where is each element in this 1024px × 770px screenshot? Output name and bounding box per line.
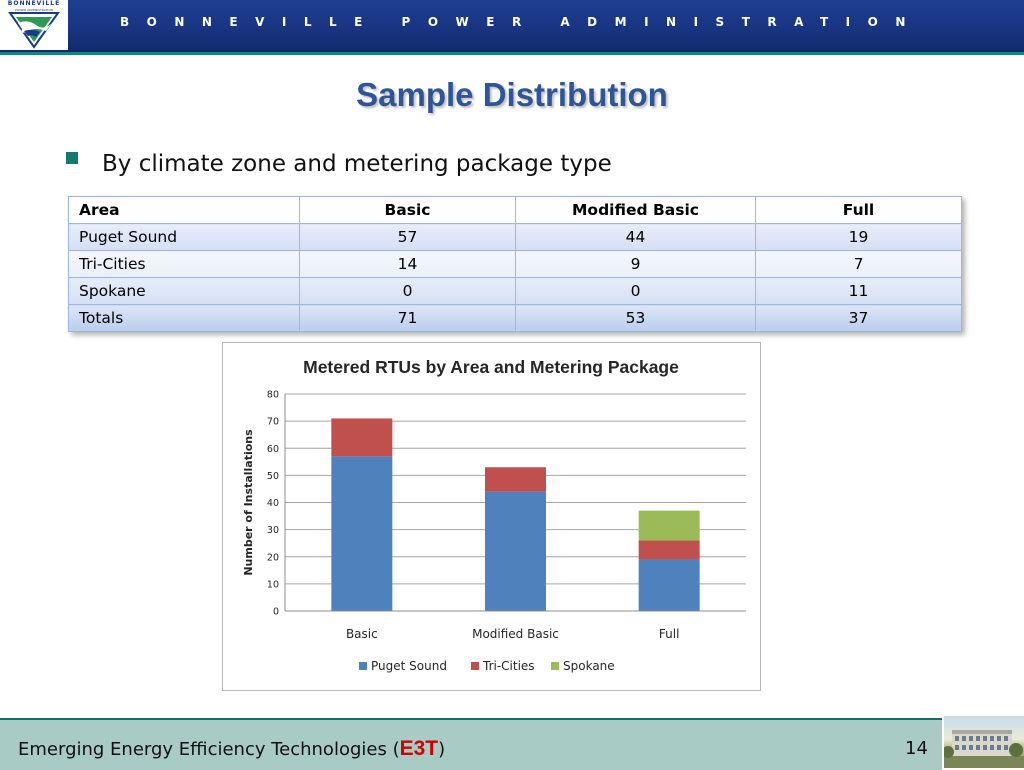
table-cell: 11 <box>755 277 962 305</box>
header-bar: BONNEVILLE POWER ADMINISTRATION BONNEVIL… <box>0 0 1024 52</box>
building-photo <box>944 716 1024 768</box>
organization-name: BONNEVILLE POWER ADMINISTRATION <box>120 15 923 29</box>
column-header: Area <box>68 196 300 224</box>
column-header: Full <box>755 196 962 224</box>
footer-caption: Emerging Energy Efficiency Technologies … <box>18 737 445 761</box>
legend-swatch <box>359 662 367 670</box>
chart-title: Metered RTUs by Area and Metering Packag… <box>303 357 679 377</box>
table-cell: 14 <box>299 250 516 278</box>
table-row: Tri-Cities 14 9 7 <box>68 250 962 278</box>
x-category-label: Modified Basic <box>472 627 559 641</box>
table-cell: 0 <box>299 277 516 305</box>
table-totals-row: Totals 71 53 37 <box>68 304 962 332</box>
legend-label: Puget Sound <box>371 659 447 673</box>
footer-close-paren: ) <box>438 739 446 760</box>
table-cell: 9 <box>515 250 756 278</box>
table-cell: 19 <box>755 223 962 251</box>
y-tick-label: 10 <box>267 579 279 590</box>
table-cell: 37 <box>755 304 962 332</box>
bar-puget-sound <box>331 456 393 611</box>
logo-subtitle: POWER ADMINISTRATION <box>15 8 53 12</box>
bar-puget-sound <box>485 491 546 611</box>
footer-bar: Emerging Energy Efficiency Technologies … <box>0 718 942 770</box>
footer-abbreviation: E3T <box>399 737 439 760</box>
logo-wordmark: BONNEVILLE <box>7 0 61 7</box>
table-cell: Totals <box>68 304 300 332</box>
y-tick-label: 80 <box>267 390 279 401</box>
bar-spokane <box>638 510 700 541</box>
legend-label: Tri-Cities <box>482 659 535 673</box>
y-tick-label: 60 <box>267 444 279 455</box>
legend-swatch <box>471 662 479 670</box>
y-axis-label: Number of Installations <box>242 429 255 576</box>
legend-label: Spokane <box>563 659 615 673</box>
y-tick-label: 30 <box>267 525 279 536</box>
table-cell: 0 <box>515 277 756 305</box>
y-tick-label: 20 <box>267 552 279 563</box>
table-cell: 44 <box>515 223 756 251</box>
table-cell: 53 <box>515 304 756 332</box>
table-cell: Puget Sound <box>68 223 300 251</box>
square-bullet-icon <box>66 152 78 164</box>
building-photo-icon <box>944 730 1024 768</box>
bpa-emblem-icon <box>8 12 60 49</box>
table-cell: 7 <box>755 250 962 278</box>
table-cell: Spokane <box>68 277 300 305</box>
table-header-row: Area Basic Modified Basic Full <box>68 196 962 224</box>
bar-tri-cities <box>485 467 546 492</box>
column-header: Basic <box>299 196 516 224</box>
chart-canvas: Metered RTUs by Area and Metering Packag… <box>242 357 746 673</box>
distribution-table: Area Basic Modified Basic Full Puget Sou… <box>68 196 962 332</box>
footer-program-name: Emerging Energy Efficiency Technologies <box>18 739 387 760</box>
bpa-logo: BONNEVILLE POWER ADMINISTRATION <box>0 0 68 50</box>
x-category-label: Basic <box>346 627 378 641</box>
y-tick-label: 50 <box>267 471 279 482</box>
footer-open-paren: ( <box>392 739 400 760</box>
table-cell: 71 <box>299 304 516 332</box>
header-divider <box>0 52 1024 55</box>
slide-title: Sample Distribution <box>356 76 668 113</box>
table-row: Puget Sound 57 44 19 <box>68 223 962 251</box>
bar-puget-sound <box>638 559 700 611</box>
bar-tri-cities <box>331 418 393 457</box>
x-category-label: Full <box>659 627 680 641</box>
table-cell: 57 <box>299 223 516 251</box>
column-header: Modified Basic <box>515 196 756 224</box>
bar-tri-cities <box>638 540 700 560</box>
table-row: Spokane 0 0 11 <box>68 277 962 305</box>
bullet-text: By climate zone and metering package typ… <box>102 151 612 177</box>
legend-swatch <box>551 662 559 670</box>
y-tick-label: 0 <box>273 607 279 618</box>
y-tick-label: 70 <box>267 417 279 428</box>
y-tick-label: 40 <box>267 498 279 509</box>
table-cell: Tri-Cities <box>68 250 300 278</box>
stacked-bar-chart: Metered RTUs by Area and Metering Packag… <box>222 342 761 691</box>
page-number: 14 <box>905 738 928 759</box>
